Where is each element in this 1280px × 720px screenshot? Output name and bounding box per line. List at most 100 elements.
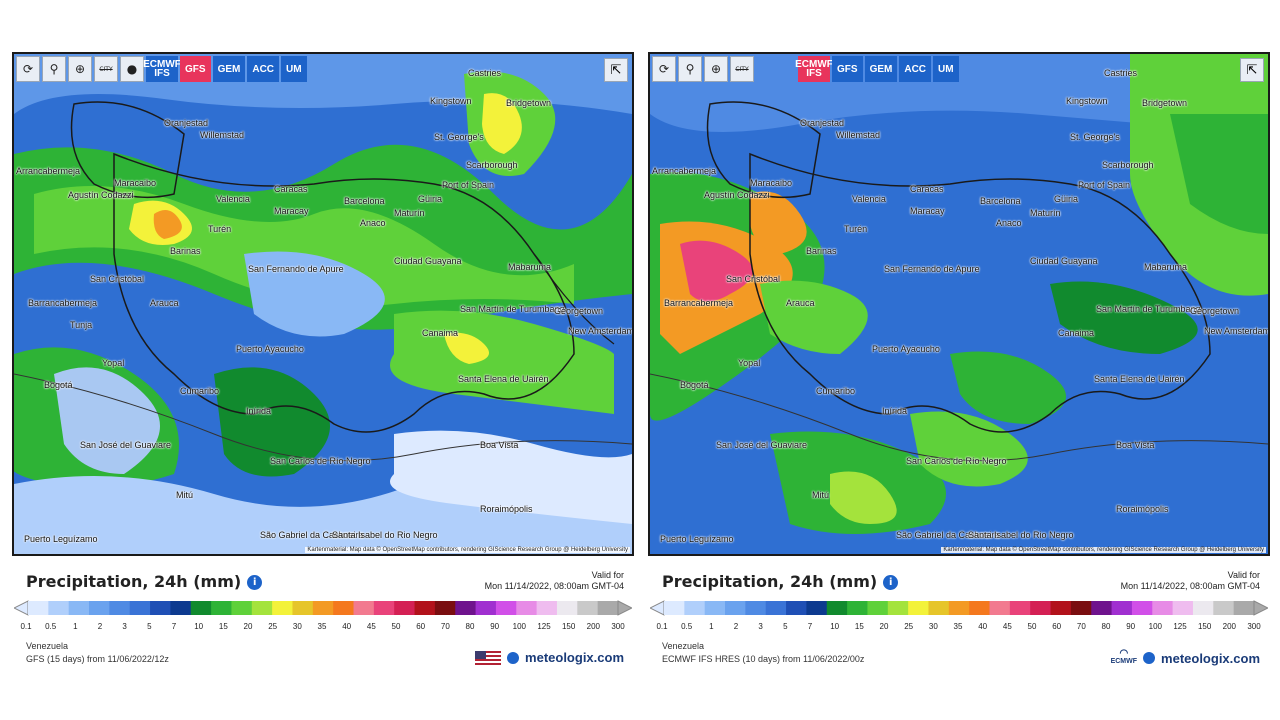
city-label: Scarborough xyxy=(466,160,518,170)
scale-swatch xyxy=(1131,601,1153,615)
scale-swatch xyxy=(434,601,456,615)
scale-tick-label: 80 xyxy=(465,622,475,631)
scale-tick-label: 0.5 xyxy=(681,622,693,631)
scale-swatch xyxy=(516,601,538,615)
scale-tick-label: 3 xyxy=(122,622,127,631)
scale-swatch xyxy=(806,601,828,615)
scale-tick-label: 20 xyxy=(243,622,253,631)
model-button-acc[interactable]: ACC xyxy=(247,56,280,82)
city-label: Santa Isabel do Rio Negro xyxy=(332,530,438,540)
city-toggle-button[interactable]: CITY xyxy=(94,56,118,82)
scale-swatch xyxy=(1111,601,1133,615)
brand-logo[interactable]: ◠ ECMWF meteologix.com xyxy=(1110,648,1260,666)
model-button-acc[interactable]: ACC xyxy=(899,56,932,82)
model-run-label: GFS (15 days) from 11/06/2022/12z xyxy=(26,654,169,664)
scale-tick-label: 0.1 xyxy=(656,622,668,631)
refresh-icon[interactable]: ⟳ xyxy=(652,56,676,82)
scale-tick-label: 50 xyxy=(391,622,401,631)
city-label: Turén xyxy=(208,224,232,234)
scale-arrow-right xyxy=(1253,600,1268,616)
city-label: Turén xyxy=(844,224,868,234)
scale-swatch xyxy=(1192,601,1214,615)
scale-swatch xyxy=(333,601,355,615)
scale-tick-label: 3 xyxy=(758,622,763,631)
city-label: Canaima xyxy=(422,328,459,338)
scale-swatch xyxy=(577,601,599,615)
city-label: Agustín Codazzi xyxy=(704,190,770,200)
ecmwf-legend: Precipitation, 24h (mm) i Valid for Mon 11… xyxy=(648,558,1270,672)
scale-swatch xyxy=(1009,601,1031,615)
scale-tick-label: 125 xyxy=(1173,622,1187,631)
zoom-icon[interactable]: ⊕ xyxy=(68,56,92,82)
map-attribution: Kartenmaterial: Map data © OpenStreetMap… xyxy=(941,547,1266,553)
share-icon[interactable]: ⇱ xyxy=(604,58,628,82)
gfs-precip-map[interactable]: ⟳ ⚲ ⊕ CITY ● ECMWF IFS GFS GEM ACC UM ⇱ … xyxy=(12,52,634,556)
scale-swatch xyxy=(536,601,558,615)
city-label: Roraimópolis xyxy=(480,504,533,514)
city-label: Arrancabermeja xyxy=(652,166,717,176)
scale-swatch xyxy=(170,601,192,615)
scale-swatch xyxy=(353,601,375,615)
scale-tick-label: 2 xyxy=(733,622,739,631)
city-label: Oranjestad xyxy=(164,118,209,128)
model-button-ecmwf[interactable]: ECMWF IFS xyxy=(143,56,181,82)
scale-tick-label: 1 xyxy=(73,622,78,631)
zoom-icon[interactable]: ⊕ xyxy=(704,56,728,82)
city-label: Puerto Leguízamo xyxy=(660,534,734,544)
model-button-ecmwf[interactable]: ECMWF IFS xyxy=(795,56,833,82)
scale-tick-label: 90 xyxy=(490,622,500,631)
scale-swatch xyxy=(1213,601,1235,615)
city-label: New Amsterdam xyxy=(568,326,634,336)
scale-swatch xyxy=(414,601,436,615)
model-button-gfs[interactable]: GFS xyxy=(180,56,211,82)
city-label: Boa Vista xyxy=(480,440,519,450)
scale-tick-label: 10 xyxy=(830,622,840,631)
region-label: Venezuela xyxy=(26,641,69,651)
model-button-gem[interactable]: GEM xyxy=(864,56,898,82)
model-button-gfs[interactable]: GFS xyxy=(832,56,863,82)
scale-swatch xyxy=(292,601,314,615)
scale-swatch xyxy=(272,601,293,615)
scale-tick-label: 0.1 xyxy=(20,622,32,631)
ecmwf-logo-mark: ◠ xyxy=(1119,648,1129,659)
ecmwf-precip-map[interactable]: ⟳ ⚲ ⊕ CITY ECMWF IFS GFS GEM ACC UM ⇱ Ca… xyxy=(648,52,1270,556)
scale-swatch xyxy=(786,601,807,615)
info-icon[interactable]: i xyxy=(883,575,899,590)
scale-tick-label: 45 xyxy=(1002,622,1012,631)
model-button-um[interactable]: UM xyxy=(933,56,959,82)
refresh-icon[interactable]: ⟳ xyxy=(16,56,40,82)
model-run-label: ECMWF IFS HRES (10 days) from 11/06/2022… xyxy=(662,654,865,664)
brand-logo[interactable]: meteologix.com xyxy=(475,650,624,665)
globe-icon xyxy=(1143,652,1156,664)
city-label: Georgetown xyxy=(1190,306,1240,316)
city-label: Tunja xyxy=(70,320,93,330)
dark-mode-icon[interactable]: ● xyxy=(120,56,144,82)
location-pin-icon[interactable]: ⚲ xyxy=(678,56,702,82)
scale-tick-label: 80 xyxy=(1101,622,1111,631)
scale-tick-label: 5 xyxy=(147,622,152,631)
scale-tick-label: 60 xyxy=(416,622,426,631)
model-button-um[interactable]: UM xyxy=(281,56,307,82)
gfs-precip-field xyxy=(14,54,632,554)
location-pin-icon[interactable]: ⚲ xyxy=(42,56,66,82)
scale-swatch xyxy=(312,601,334,615)
scale-tick-label: 200 xyxy=(1222,622,1237,631)
scale-swatch xyxy=(1070,601,1092,615)
city-label: Cumaribo xyxy=(816,386,856,396)
city-label: Santa Isabel do Rio Negro xyxy=(968,530,1074,540)
model-button-gem[interactable]: GEM xyxy=(212,56,246,82)
scale-arrow-left xyxy=(650,600,665,616)
valid-time: Valid for Mon 11/14/2022, 08:00am GMT-04 xyxy=(484,570,624,591)
scale-swatch xyxy=(989,601,1011,615)
scale-tick-label: 60 xyxy=(1052,622,1062,631)
city-label: Castries xyxy=(468,68,502,78)
city-label: Barrancabermeja xyxy=(664,298,734,308)
city-label: New Amsterdam xyxy=(1204,326,1270,336)
scale-swatch xyxy=(826,601,848,615)
scale-tick-label: 200 xyxy=(586,622,601,631)
share-icon[interactable]: ⇱ xyxy=(1240,58,1264,82)
scale-swatch xyxy=(150,601,171,615)
info-icon[interactable]: i xyxy=(247,575,263,590)
city-toggle-button[interactable]: CITY xyxy=(730,56,754,82)
city-label: San Cristóbal xyxy=(90,274,145,284)
